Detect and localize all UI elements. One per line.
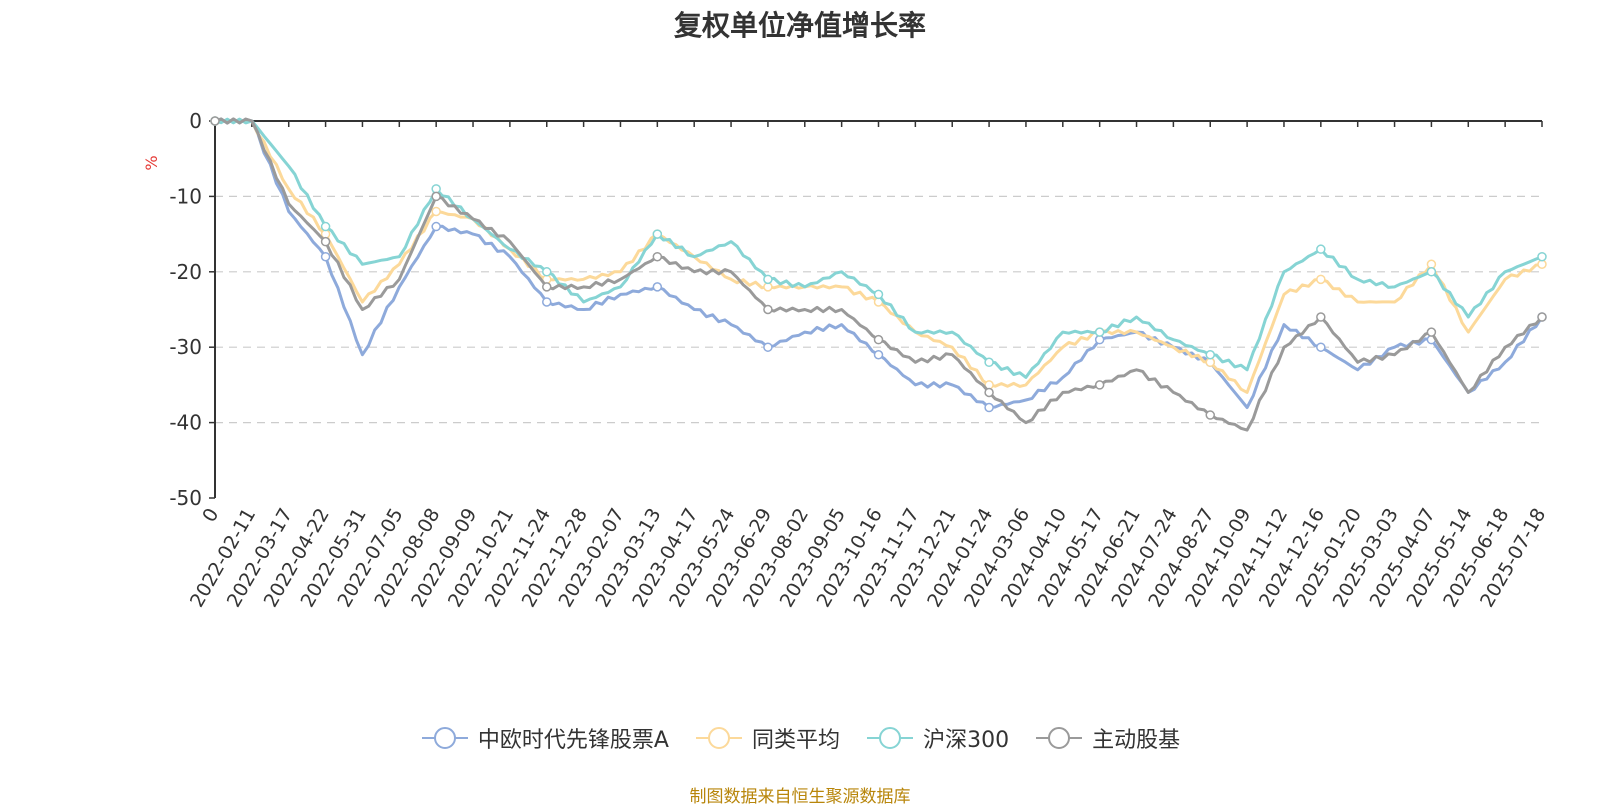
series-line-0 <box>214 117 1544 409</box>
legend-label: 中欧时代先锋股票A <box>477 728 669 753</box>
legend-marker-icon <box>867 727 914 749</box>
legend-item-series-1[interactable]: 同类平均 <box>694 722 840 754</box>
y-tick-label: -10 <box>169 184 202 208</box>
y-tick-labels: 0 -10 -20 -30 -40 -50 <box>169 109 202 510</box>
data-point <box>1205 349 1215 360</box>
data-point <box>542 282 552 292</box>
grid-lines <box>215 195 1542 424</box>
data-point <box>1316 342 1326 352</box>
axes <box>209 120 1543 499</box>
y-tick-label: -50 <box>169 486 202 510</box>
legend-marker-icon <box>1036 727 1083 749</box>
data-point <box>1316 312 1326 322</box>
legend-item-series-2[interactable]: 沪深300 <box>865 722 1009 754</box>
y-tick-label: -30 <box>169 335 202 359</box>
legend: 中欧时代先锋股票A 同类平均 沪深300 主动股基 <box>0 722 1600 754</box>
x-tick-label: 0 <box>198 505 223 526</box>
legend-marker-icon <box>421 727 468 749</box>
data-point <box>320 236 331 247</box>
data-point <box>542 297 552 307</box>
data-point <box>1426 267 1437 277</box>
x-tick-labels: 02022-02-112022-03-172022-04-222022-05-3… <box>186 505 1550 612</box>
data-point <box>1094 327 1105 337</box>
data-point <box>1537 312 1547 322</box>
y-tick-label: 0 <box>189 109 202 133</box>
data-point <box>542 267 552 277</box>
chart-title: 复权单位净值增长率 <box>673 9 926 42</box>
y-tick-label: -40 <box>169 411 202 435</box>
data-point <box>431 206 441 217</box>
legend-item-series-3[interactable]: 主动股基 <box>1034 722 1180 754</box>
data-point <box>1316 274 1326 285</box>
data-point <box>652 251 663 262</box>
series-line-3 <box>214 117 1544 432</box>
data-point <box>984 387 994 398</box>
data-point <box>652 282 663 292</box>
y-axis-label: % <box>142 155 161 170</box>
data-point <box>984 357 994 368</box>
data-point <box>210 116 220 126</box>
data-point <box>652 229 663 239</box>
data-point <box>431 191 441 202</box>
data-source-note: 制图数据来自恒生聚源数据库 <box>689 787 911 807</box>
legend-item-series-0[interactable]: 中欧时代先锋股票A <box>420 722 669 754</box>
data-point <box>431 221 441 232</box>
data-point <box>873 334 884 345</box>
legend-label: 主动股基 <box>1092 728 1181 753</box>
data-point <box>873 349 884 360</box>
legend-label: 同类平均 <box>751 728 840 753</box>
data-point <box>1537 251 1547 262</box>
data-point <box>984 402 994 413</box>
data-point <box>320 221 331 232</box>
data-point <box>763 304 773 315</box>
legend-label: 沪深300 <box>923 728 1010 753</box>
legend-marker-icon <box>695 727 742 749</box>
data-point <box>320 251 331 262</box>
y-tick-label: -20 <box>169 260 202 284</box>
data-point <box>1094 380 1105 390</box>
data-point <box>763 342 773 352</box>
data-point <box>1426 327 1437 337</box>
data-point <box>873 289 884 300</box>
data-point <box>1205 410 1215 420</box>
series-lines <box>210 116 1547 432</box>
data-point <box>763 274 773 285</box>
data-point <box>1316 244 1326 254</box>
